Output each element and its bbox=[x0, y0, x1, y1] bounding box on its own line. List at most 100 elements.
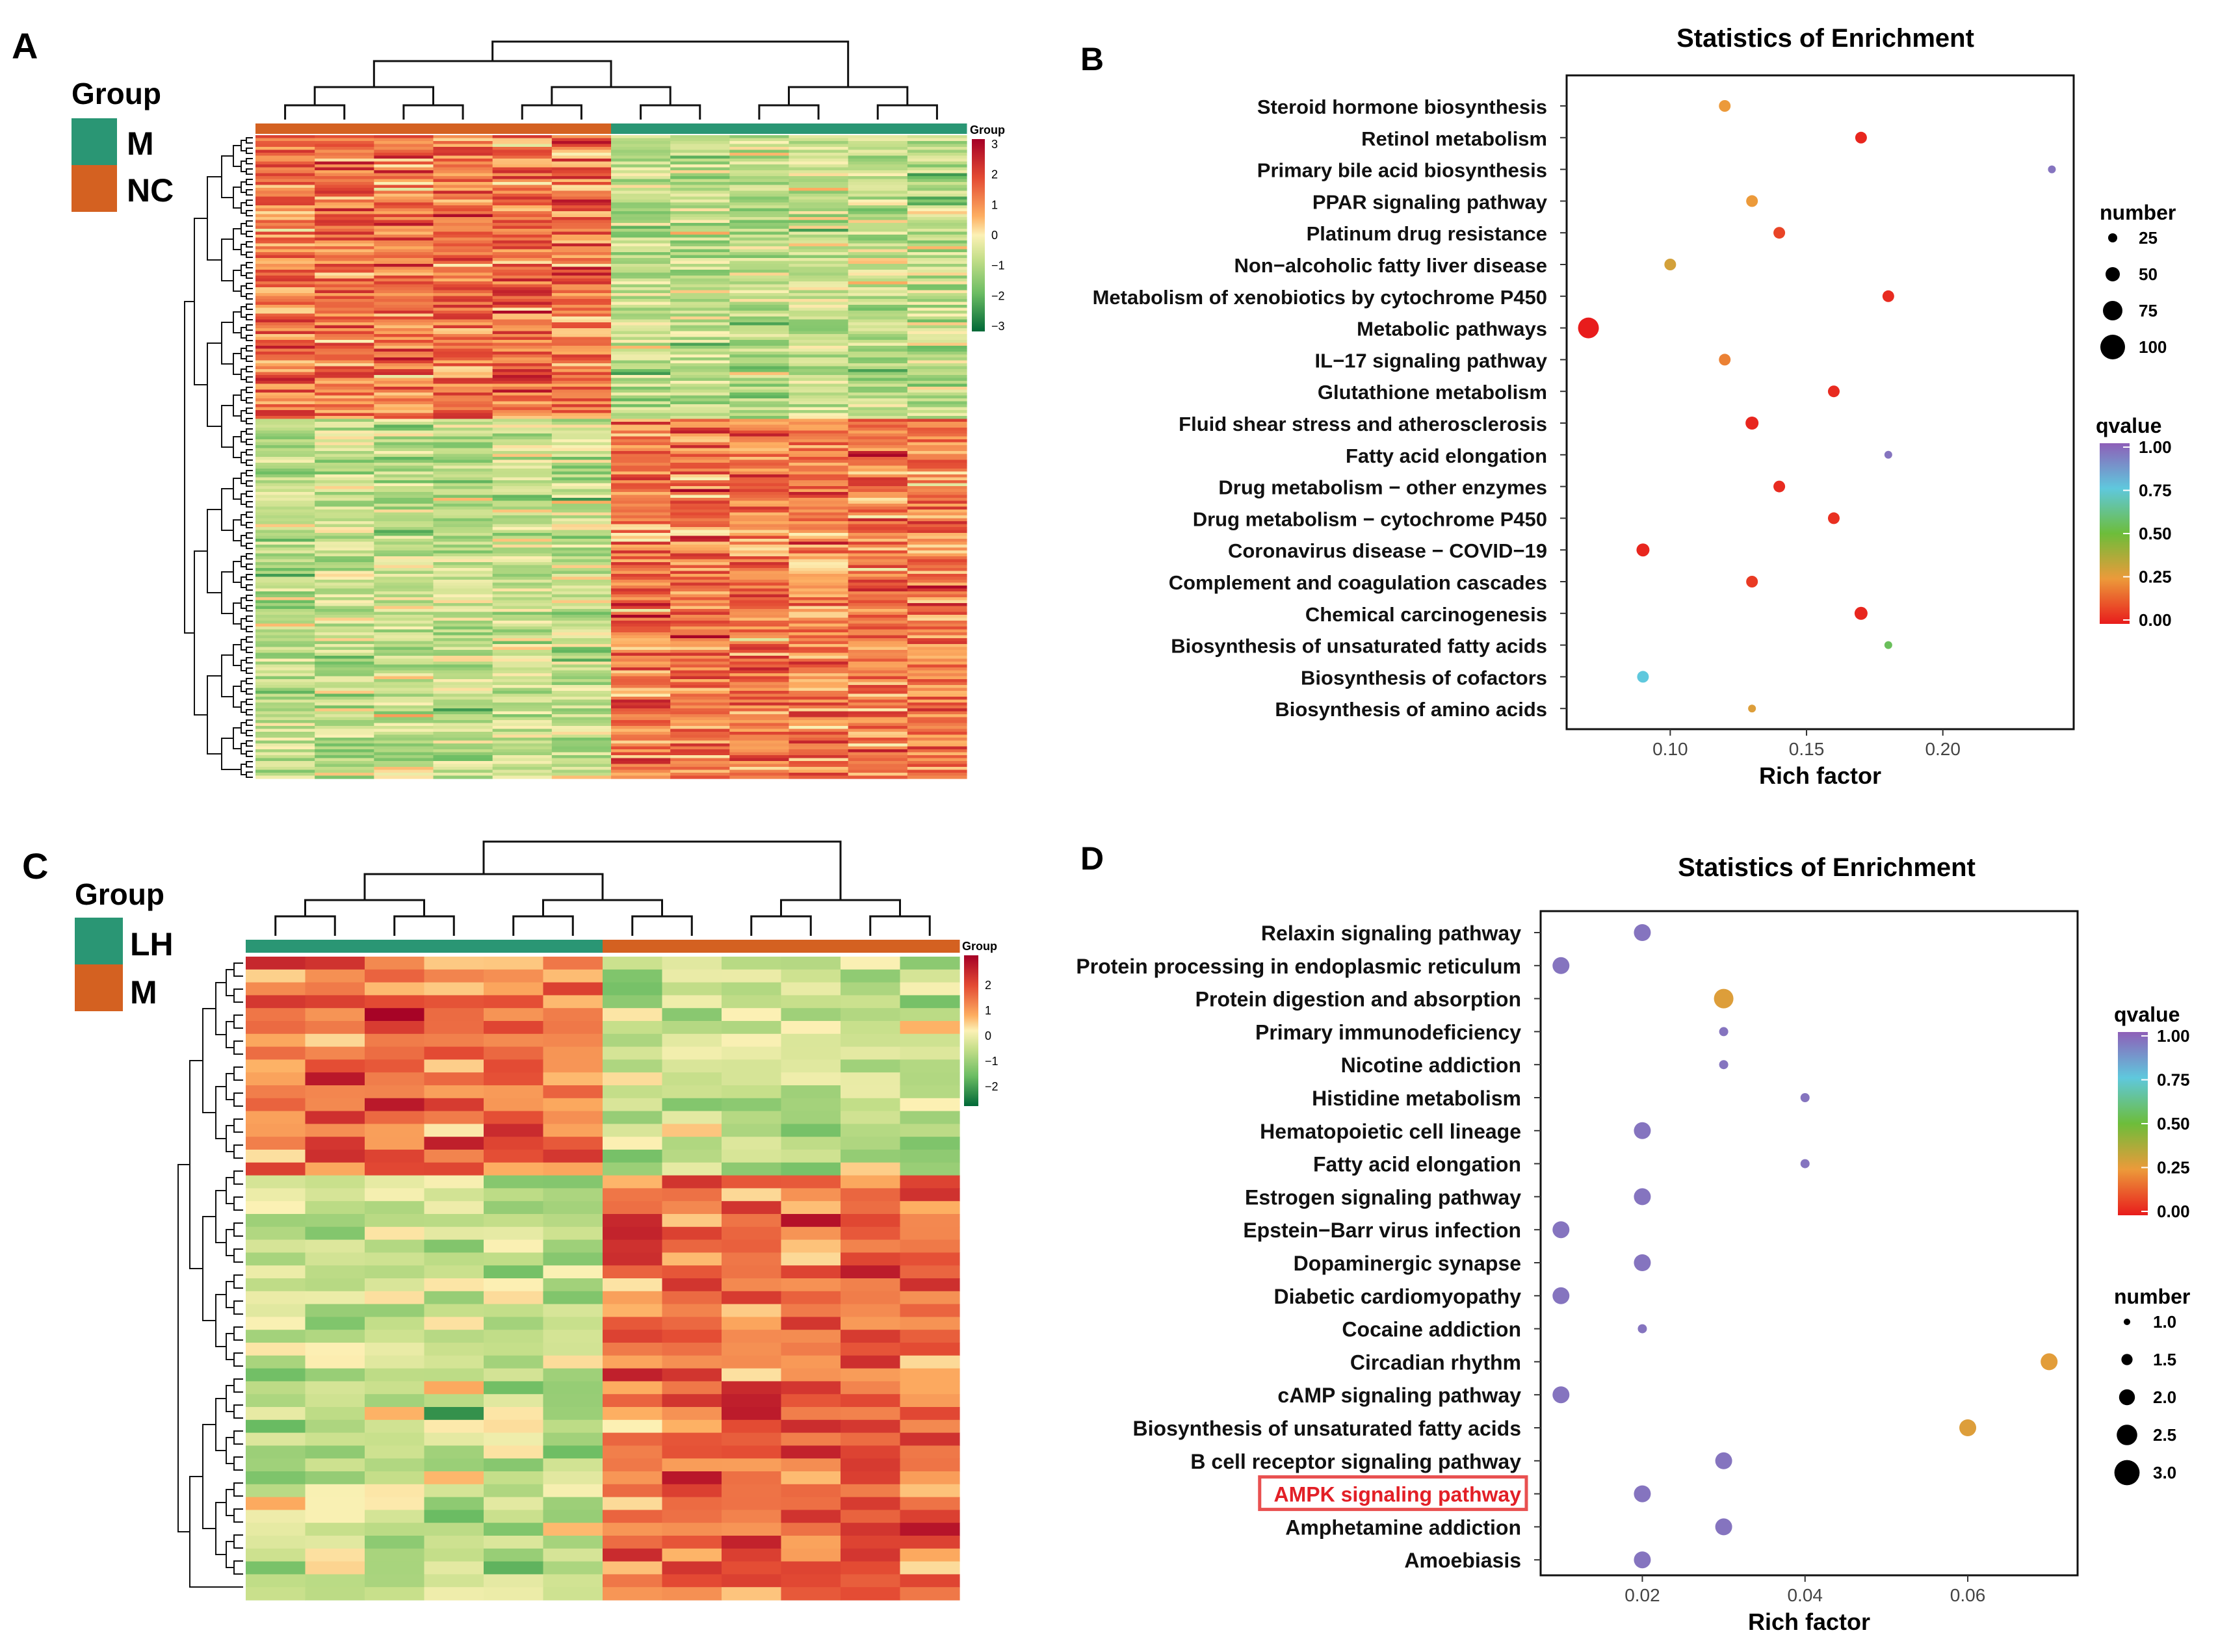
group-label-nc: NC bbox=[127, 172, 174, 209]
row-dendrogram-branch bbox=[241, 410, 246, 422]
heatmap-cell bbox=[670, 445, 730, 449]
heatmap-cell bbox=[492, 264, 553, 268]
heatmap-cell bbox=[848, 693, 908, 697]
heatmap-cell bbox=[315, 281, 374, 285]
heatmap-cell bbox=[315, 495, 374, 498]
x-tick-label: 0.04 bbox=[1787, 1585, 1823, 1605]
heatmap-cell bbox=[255, 155, 315, 159]
heatmap-cell bbox=[551, 316, 612, 320]
heatmap-cell bbox=[907, 266, 967, 270]
heatmap-cell bbox=[433, 307, 493, 311]
heatmap-cell bbox=[729, 465, 790, 469]
heatmap-cell bbox=[789, 185, 849, 188]
heatmap-cell bbox=[315, 454, 374, 458]
heatmap-cell bbox=[255, 319, 315, 323]
row-dendrogram-branch bbox=[246, 491, 253, 497]
heatmap-cell bbox=[255, 536, 315, 539]
heatmap-cell bbox=[424, 1330, 484, 1343]
heatmap-cell bbox=[789, 293, 849, 297]
heatmap-cell bbox=[315, 182, 374, 186]
heatmap-cell bbox=[729, 278, 790, 282]
heatmap-cell bbox=[729, 439, 790, 443]
heatmap-cell bbox=[662, 1085, 722, 1099]
heatmap-cell bbox=[789, 202, 849, 206]
heatmap-cell bbox=[492, 691, 553, 695]
heatmap-cell bbox=[543, 1484, 603, 1498]
heatmap-cell bbox=[670, 196, 730, 200]
heatmap-cell bbox=[662, 969, 722, 983]
heatmap-cell bbox=[907, 612, 967, 615]
heatmap-cell bbox=[611, 346, 671, 350]
heatmap-cell bbox=[848, 401, 908, 405]
heatmap-cell bbox=[315, 635, 374, 639]
heatmap-cell bbox=[670, 208, 730, 212]
heatmap-cell bbox=[551, 389, 612, 393]
heatmap-cell bbox=[255, 246, 315, 250]
heatmap-cell bbox=[670, 729, 730, 732]
heatmap-cell bbox=[433, 615, 493, 619]
heatmap-cell bbox=[551, 510, 612, 513]
heatmap-cell bbox=[729, 319, 790, 323]
heatmap-cell bbox=[315, 389, 374, 393]
heatmap-cell bbox=[433, 541, 493, 545]
heatmap-cell bbox=[781, 1548, 841, 1562]
heatmap-cell bbox=[907, 773, 967, 777]
heatmap-cell bbox=[848, 647, 908, 651]
heatmap-cell bbox=[729, 313, 790, 317]
row-dendrogram-branch bbox=[226, 1021, 234, 1048]
heatmap-a-scale-title: Group bbox=[970, 123, 1005, 136]
heatmap-cell bbox=[255, 235, 315, 239]
heatmap-cell bbox=[255, 576, 315, 580]
heatmap-cell bbox=[315, 647, 374, 651]
heatmap-cell bbox=[433, 328, 493, 332]
heatmap-cell bbox=[789, 597, 849, 601]
heatmap-cell bbox=[907, 319, 967, 323]
column-dendrogram-branch bbox=[640, 104, 701, 120]
heatmap-cell bbox=[374, 582, 434, 586]
heatmap-cell bbox=[255, 442, 315, 446]
heatmap-cell bbox=[603, 1291, 663, 1305]
heatmap-cell bbox=[603, 1330, 663, 1343]
heatmap-cell bbox=[670, 539, 730, 543]
heatmap-cell bbox=[729, 773, 790, 777]
row-dendrogram-branch bbox=[233, 1560, 243, 1575]
heatmap-cell bbox=[551, 196, 612, 200]
heatmap-cell bbox=[907, 331, 967, 335]
heatmap-cell bbox=[789, 372, 849, 376]
heatmap-cell bbox=[789, 641, 849, 645]
heatmap-cell bbox=[255, 255, 315, 259]
heatmap-cell bbox=[789, 562, 849, 566]
heatmap-cell bbox=[374, 290, 434, 294]
heatmap-cell bbox=[729, 407, 790, 411]
heatmap-cell bbox=[722, 1008, 782, 1022]
heatmap-cell bbox=[848, 144, 908, 148]
heatmap-cell bbox=[551, 743, 612, 747]
heatmap-cell bbox=[907, 755, 967, 759]
heatmap-cell bbox=[907, 632, 967, 636]
heatmap-cell bbox=[551, 410, 612, 414]
category-label: PPAR signaling pathway bbox=[1312, 190, 1548, 213]
heatmap-cell bbox=[841, 1330, 901, 1343]
heatmap-cell bbox=[670, 600, 730, 604]
row-dendrogram-branch bbox=[241, 597, 246, 609]
heatmap-cell bbox=[551, 474, 612, 478]
heatmap-cell bbox=[900, 1523, 960, 1536]
heatmap-cell bbox=[848, 495, 908, 498]
heatmap-cell bbox=[729, 342, 790, 346]
heatmap-cell bbox=[729, 299, 790, 303]
heatmap-cell bbox=[611, 626, 671, 630]
heatmap-cell bbox=[551, 348, 612, 352]
heatmap-cell bbox=[255, 504, 315, 508]
heatmap-cell bbox=[492, 626, 553, 630]
heatmap-cell bbox=[374, 556, 434, 560]
heatmap-cell bbox=[789, 235, 849, 239]
heatmap-cell bbox=[603, 1046, 663, 1060]
heatmap-cell bbox=[365, 1574, 425, 1588]
heatmap-cell bbox=[255, 591, 315, 595]
heatmap-cell bbox=[729, 293, 790, 297]
heatmap-cell bbox=[374, 278, 434, 282]
heatmap-cell bbox=[255, 211, 315, 215]
heatmap-cell bbox=[551, 363, 612, 367]
heatmap-cell bbox=[729, 703, 790, 706]
heatmap-cell bbox=[433, 287, 493, 291]
